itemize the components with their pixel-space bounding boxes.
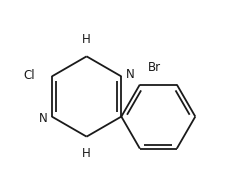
Text: H: H	[82, 33, 91, 46]
Text: Cl: Cl	[23, 69, 35, 82]
Text: Br: Br	[148, 61, 161, 74]
Text: H: H	[82, 147, 91, 160]
Text: N: N	[39, 112, 47, 125]
Text: N: N	[125, 68, 134, 81]
